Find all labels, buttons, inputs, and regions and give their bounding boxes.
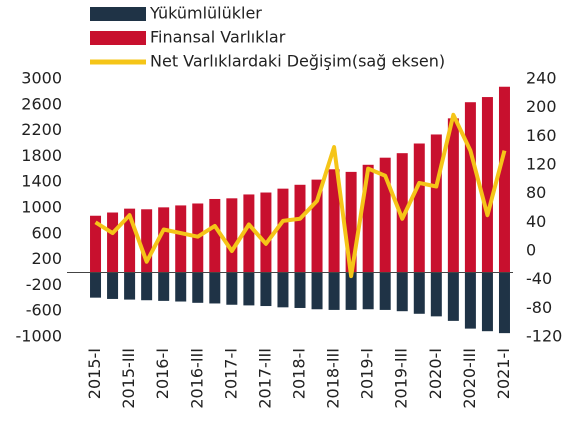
y2-tick-label: 240 [526, 69, 557, 88]
y-tick-label: 2200 [21, 120, 62, 139]
bar [141, 272, 153, 301]
bar [141, 209, 153, 273]
bar [481, 272, 493, 332]
bar [226, 272, 238, 305]
y-tick-label: 600 [31, 223, 62, 242]
y2-tick-label: 120 [526, 155, 557, 174]
y2-tick-label: 160 [526, 126, 557, 145]
legend-label: Net Varlıklardaki Değişim(sağ eksen) [150, 52, 445, 71]
y2-tick-label: -80 [526, 298, 552, 317]
x-tick-label: 2017-III [255, 348, 274, 409]
legend-swatch [90, 31, 146, 45]
bar [107, 212, 119, 273]
y2-tick-label: 200 [526, 97, 557, 116]
bar [175, 272, 187, 302]
y2-tick-label: -40 [526, 269, 552, 288]
x-tick-label: 2021-I [494, 348, 513, 399]
x-tick-label: 2019-I [358, 348, 377, 399]
bar [311, 179, 323, 273]
x-tick-label: 2016-III [187, 348, 206, 409]
y-tick-label: 1000 [21, 198, 62, 217]
bar [396, 153, 408, 273]
bar [345, 171, 357, 273]
bar [158, 207, 170, 273]
x-tick-label: 2018-III [324, 348, 343, 409]
bar [430, 272, 442, 317]
bar [124, 208, 136, 273]
legend-label: Finansal Varlıklar [150, 28, 286, 47]
bar [294, 272, 306, 308]
bar [464, 272, 476, 329]
bar [413, 143, 425, 273]
bar [396, 272, 408, 312]
bar [158, 272, 170, 301]
bar [107, 272, 119, 299]
y2-tick-label: -120 [526, 327, 562, 346]
bar [379, 272, 391, 310]
bar [260, 192, 272, 273]
bar [209, 198, 221, 273]
bar [498, 86, 510, 273]
y-tick-label: 2600 [21, 94, 62, 113]
legend-label: Yükümlülükler [149, 4, 262, 23]
bar [260, 272, 272, 307]
bar [294, 184, 306, 273]
x-tick-label: 2019-III [392, 348, 411, 409]
y2-tick-label: 40 [526, 212, 546, 231]
bar [209, 272, 221, 304]
bar [328, 169, 340, 273]
x-tick-label: 2020-III [460, 348, 479, 409]
bar [277, 188, 289, 273]
x-tick-label: 2020-I [426, 348, 445, 399]
y-tick-label: 200 [31, 249, 62, 268]
y2-tick-label: 80 [526, 183, 546, 202]
bar [328, 272, 340, 310]
bar [447, 272, 459, 321]
x-tick-label: 2018-I [290, 348, 309, 399]
bar [464, 102, 476, 273]
bar [192, 272, 204, 303]
bar [243, 272, 255, 306]
x-tick-label: 2017-I [221, 348, 240, 399]
bar [277, 272, 289, 308]
y2-tick-label: 0 [526, 241, 536, 260]
x-tick-label: 2016-I [153, 348, 172, 399]
bar [447, 118, 459, 273]
y-tick-label: 1800 [21, 146, 62, 165]
bar [226, 198, 238, 273]
bar [124, 272, 136, 300]
bar [90, 215, 102, 273]
bar [345, 272, 357, 310]
y-tick-label: -1000 [16, 327, 63, 346]
bar [90, 272, 102, 298]
bar [498, 272, 510, 334]
line [94, 112, 507, 279]
bar [362, 272, 374, 310]
bar [243, 194, 255, 273]
legend-swatch [90, 7, 146, 21]
x-tick-label: 2015-III [119, 348, 138, 409]
y-tick-label: 3000 [21, 69, 62, 88]
bar [413, 272, 425, 314]
bar [175, 205, 187, 273]
y-tick-label: 1400 [21, 172, 62, 191]
y-tick-label: -200 [26, 275, 62, 294]
y-tick-label: -600 [26, 301, 62, 320]
x-tick-label: 2015-I [85, 348, 104, 399]
bar [430, 134, 442, 273]
bar [481, 97, 493, 273]
bar [362, 164, 374, 273]
bar [379, 157, 391, 273]
bar [311, 272, 323, 310]
